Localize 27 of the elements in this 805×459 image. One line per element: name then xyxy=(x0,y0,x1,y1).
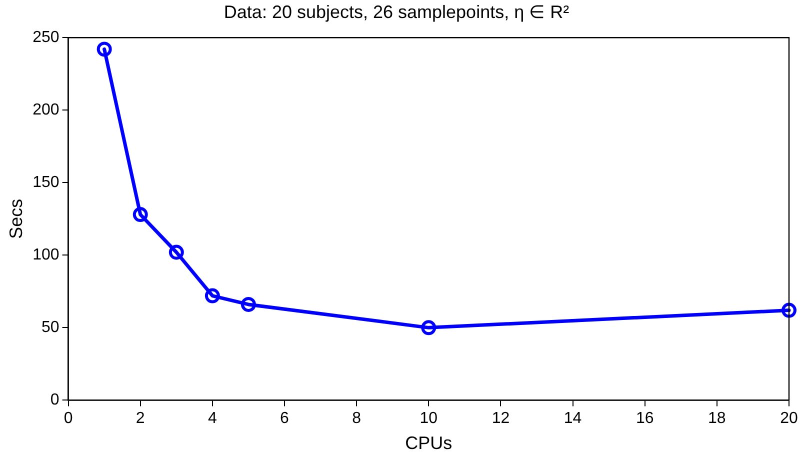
x-tick-label: 2 xyxy=(136,410,145,428)
x-tick-label: 18 xyxy=(708,410,726,428)
x-tick-label: 20 xyxy=(780,410,798,428)
point xyxy=(421,320,436,336)
x-tick-label: 0 xyxy=(64,410,73,428)
point xyxy=(96,42,112,57)
x-tick-label: 6 xyxy=(280,410,290,428)
y-tick-label: 50 xyxy=(42,319,60,336)
y-tick-label: 200 xyxy=(32,102,60,119)
point xyxy=(782,302,796,318)
point xyxy=(240,296,256,312)
x-tick-label: 12 xyxy=(492,410,510,428)
x-tick-label: 14 xyxy=(564,410,582,428)
point xyxy=(132,207,148,222)
y-axis-title: Secs xyxy=(6,198,26,239)
y-tick-label: 0 xyxy=(50,392,60,409)
point xyxy=(168,244,184,260)
x-axis-title: CPUs xyxy=(405,433,452,454)
y-tick-label: 250 xyxy=(32,29,60,46)
x-tick-label: 4 xyxy=(208,410,217,428)
x-tick-label: 10 xyxy=(420,410,438,428)
chart-title: Data: 20 subjects, 26 samplepoints, η ∈ R² xyxy=(224,2,570,22)
y-tick-label: 150 xyxy=(32,174,60,192)
x-tick-label: 16 xyxy=(636,410,654,428)
point xyxy=(204,288,220,304)
x-tick-label: 8 xyxy=(352,410,362,428)
y-tick-label: 100 xyxy=(32,246,60,264)
